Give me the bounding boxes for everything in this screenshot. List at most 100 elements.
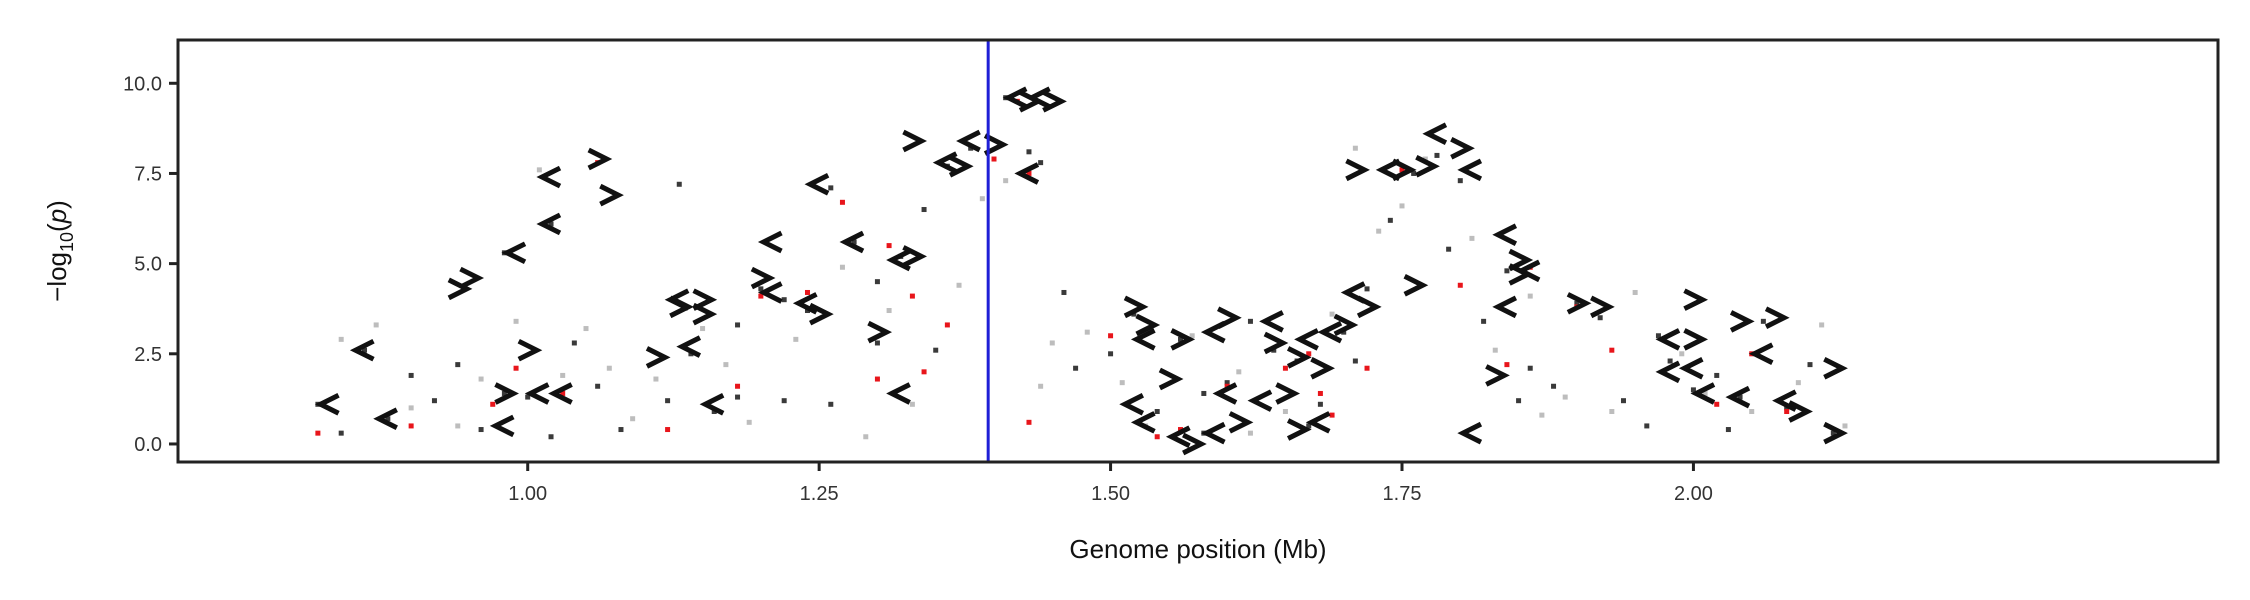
data-point-dark bbox=[921, 207, 927, 213]
gene-direction-marker bbox=[494, 382, 519, 405]
gene-direction-marker bbox=[1259, 310, 1284, 333]
data-point-light bbox=[1399, 203, 1405, 209]
data-point-red bbox=[1329, 412, 1335, 418]
data-point-light bbox=[863, 434, 869, 440]
data-point-red bbox=[886, 243, 892, 249]
gene-direction-marker bbox=[1492, 223, 1518, 247]
data-point-light bbox=[1049, 340, 1055, 346]
x-tick-label: 1.75 bbox=[1383, 483, 1422, 505]
gene-direction-marker bbox=[886, 382, 911, 405]
data-point-dark bbox=[501, 390, 507, 396]
x-tick-label: 2.00 bbox=[1674, 483, 1713, 505]
data-point-light bbox=[793, 336, 799, 342]
data-point-red bbox=[1364, 365, 1370, 371]
data-point-light bbox=[1469, 235, 1475, 241]
gene-direction-marker bbox=[902, 245, 927, 268]
gene-direction-marker bbox=[1457, 421, 1483, 445]
y-tick-label: 7.5 bbox=[134, 163, 162, 185]
data-point-light bbox=[886, 308, 892, 314]
data-point-light bbox=[1842, 423, 1848, 429]
data-point-dark bbox=[385, 416, 391, 422]
data-point-dark bbox=[1434, 152, 1440, 158]
gene-direction-marker bbox=[809, 302, 834, 326]
gene-direction-marker bbox=[956, 129, 981, 153]
gene-direction-marker bbox=[1772, 389, 1797, 412]
gene-direction-marker bbox=[750, 266, 776, 290]
data-point-light bbox=[373, 322, 379, 328]
gene-direction-marker bbox=[757, 230, 783, 254]
data-point-dark bbox=[828, 185, 834, 191]
data-point-light bbox=[1003, 178, 1009, 184]
data-point-red bbox=[1108, 333, 1114, 339]
gene-direction-marker bbox=[1748, 342, 1774, 366]
data-point-light bbox=[536, 167, 542, 173]
data-point-dark bbox=[338, 430, 344, 436]
data-point-light bbox=[583, 326, 589, 332]
gene-direction-marker bbox=[1391, 158, 1417, 182]
gene-direction-marker bbox=[1123, 295, 1149, 319]
data-point-dark bbox=[525, 394, 531, 400]
data-point-dark bbox=[1201, 390, 1207, 396]
y-axis-label: −log10(p) bbox=[42, 200, 77, 302]
data-point-dark bbox=[1247, 318, 1253, 324]
gene-direction-marker bbox=[536, 212, 562, 236]
gene-direction-marker bbox=[1492, 295, 1518, 319]
gene-direction-marker bbox=[1345, 158, 1370, 182]
gene-direction-marker bbox=[1228, 411, 1254, 434]
data-point-dark bbox=[1154, 409, 1160, 415]
data-point-dark bbox=[1108, 351, 1114, 357]
data-point-light bbox=[1376, 228, 1382, 234]
data-point-light bbox=[1539, 412, 1545, 418]
gene-direction-marker bbox=[1508, 263, 1534, 286]
gene-direction-marker bbox=[1375, 158, 1401, 182]
y-tick-label: 5.0 bbox=[134, 254, 162, 276]
gene-direction-marker bbox=[1485, 364, 1510, 387]
gene-direction-marker bbox=[1725, 385, 1751, 409]
data-point-dark bbox=[781, 297, 787, 303]
x-tick-label: 1.25 bbox=[800, 483, 839, 505]
data-point-light bbox=[1038, 383, 1044, 389]
y-axis-label-prefix: −log bbox=[42, 252, 72, 302]
data-point-dark bbox=[1725, 427, 1731, 433]
data-point-dark bbox=[1620, 398, 1626, 404]
gene-direction-marker bbox=[1690, 382, 1716, 405]
data-point-red bbox=[944, 322, 950, 328]
data-point-dark bbox=[735, 394, 741, 400]
data-point-light bbox=[956, 282, 962, 288]
data-point-dark bbox=[1597, 315, 1603, 321]
data-point-red bbox=[1026, 170, 1032, 176]
data-point-red bbox=[315, 430, 321, 436]
gene-direction-marker bbox=[1788, 400, 1813, 423]
gene-direction-marker bbox=[1823, 421, 1848, 445]
data-point-dark bbox=[1306, 423, 1312, 429]
gene-direction-marker bbox=[1130, 411, 1156, 434]
gene-direction-marker bbox=[1305, 411, 1331, 434]
data-point-red bbox=[408, 423, 414, 429]
data-point-light bbox=[1819, 322, 1825, 328]
data-point-red bbox=[1317, 390, 1323, 396]
gene-direction-marker bbox=[1317, 320, 1343, 344]
gene-direction-marker bbox=[645, 346, 671, 369]
data-point-light bbox=[979, 196, 985, 202]
data-point-dark bbox=[1364, 286, 1370, 292]
gene-direction-marker bbox=[757, 281, 783, 304]
data-point-dark bbox=[478, 427, 484, 433]
data-point-dark bbox=[874, 279, 880, 285]
data-point-light bbox=[1189, 333, 1195, 339]
gene-direction-marker bbox=[459, 266, 485, 290]
gene-direction-marker bbox=[1170, 328, 1196, 351]
data-point-red bbox=[1714, 401, 1720, 407]
gene-direction-marker bbox=[517, 338, 543, 362]
data-point-dark bbox=[618, 427, 624, 433]
data-point-dark bbox=[1457, 178, 1463, 184]
y-axis-label-open-paren: ( bbox=[42, 223, 72, 232]
y-tick-label: 10.0 bbox=[123, 73, 162, 95]
gene-direction-marker bbox=[1130, 328, 1156, 351]
gene-direction-marker bbox=[1200, 421, 1226, 445]
gene-direction-marker bbox=[1422, 122, 1448, 146]
data-point-light bbox=[1632, 289, 1638, 295]
data-point-light bbox=[1795, 380, 1801, 386]
data-point-red bbox=[804, 289, 810, 295]
gene-direction-marker bbox=[1356, 295, 1382, 319]
